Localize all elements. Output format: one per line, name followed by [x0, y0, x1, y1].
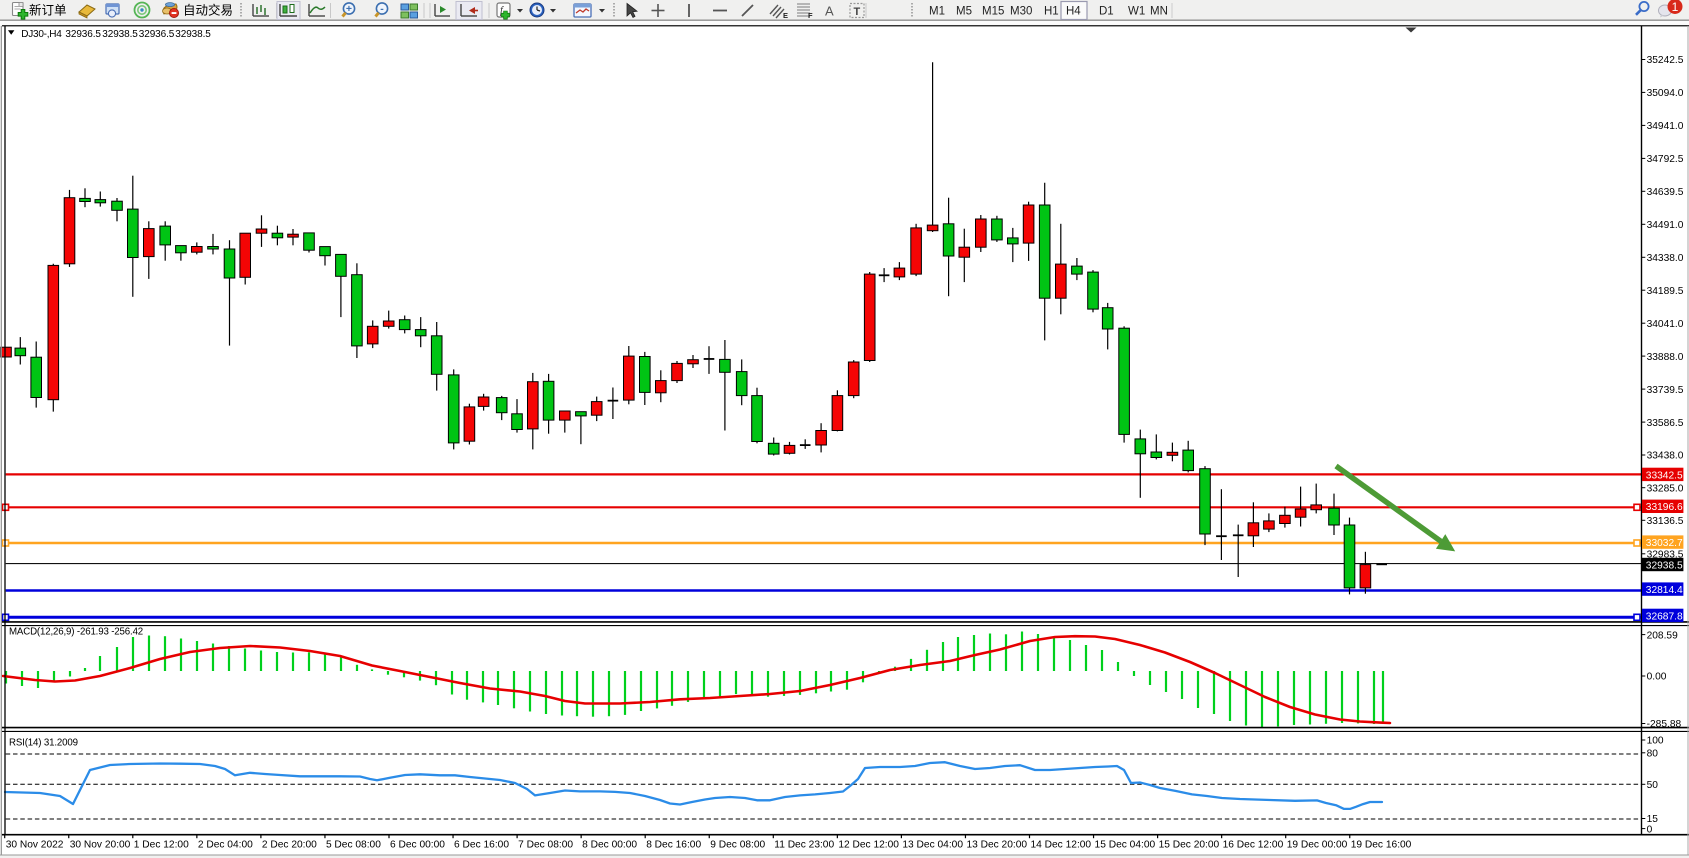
svg-text:19 Dec 16:00: 19 Dec 16:00 [1351, 840, 1412, 851]
svg-text:32983.5: 32983.5 [1647, 550, 1684, 561]
svg-text:13 Dec 20:00: 13 Dec 20:00 [966, 840, 1027, 851]
svg-text:50: 50 [1647, 780, 1659, 791]
svg-text:32938.5: 32938.5 [1646, 560, 1683, 571]
svg-text:7 Dec 08:00: 7 Dec 08:00 [518, 840, 573, 851]
svg-text:208.59: 208.59 [1647, 630, 1678, 641]
svg-text:33586.5: 33586.5 [1647, 418, 1684, 429]
svg-text:16 Dec 12:00: 16 Dec 12:00 [1223, 840, 1284, 851]
svg-text:33888.0: 33888.0 [1647, 352, 1684, 363]
svg-text:19 Dec 00:00: 19 Dec 00:00 [1287, 840, 1348, 851]
svg-text:M15: M15 [982, 6, 1004, 18]
svg-text:6 Dec 00:00: 6 Dec 00:00 [390, 840, 445, 851]
svg-text:D1: D1 [1099, 6, 1114, 18]
svg-text:-: - [380, 3, 384, 15]
svg-text:M1: M1 [929, 6, 945, 18]
svg-text:30 Nov 2022: 30 Nov 2022 [6, 840, 64, 851]
svg-text:33342.5: 33342.5 [1646, 470, 1683, 481]
svg-text:32936.5: 32936.5 [65, 29, 101, 40]
svg-text:15 Dec 04:00: 15 Dec 04:00 [1095, 840, 1156, 851]
svg-text:2 Dec 20:00: 2 Dec 20:00 [262, 840, 317, 851]
svg-text:14 Dec 12:00: 14 Dec 12:00 [1031, 840, 1092, 851]
svg-text:MN: MN [1150, 6, 1168, 18]
svg-text:80: 80 [1647, 749, 1659, 760]
svg-text:32938.5: 32938.5 [102, 29, 138, 40]
svg-text:M30: M30 [1010, 6, 1032, 18]
svg-text:34639.5: 34639.5 [1647, 187, 1684, 198]
svg-text:1 Dec 12:00: 1 Dec 12:00 [134, 840, 189, 851]
svg-text:13 Dec 04:00: 13 Dec 04:00 [902, 840, 963, 851]
svg-text:30 Nov 20:00: 30 Nov 20:00 [70, 840, 131, 851]
svg-text:0: 0 [1647, 824, 1653, 835]
svg-text:34338.0: 34338.0 [1647, 253, 1684, 264]
svg-text:34941.0: 34941.0 [1647, 121, 1684, 132]
svg-text:DJ30-,H4: DJ30-,H4 [21, 29, 62, 40]
svg-text:A: A [825, 4, 834, 19]
svg-text:2 Dec 04:00: 2 Dec 04:00 [198, 840, 253, 851]
svg-text:33196.6: 33196.6 [1646, 502, 1683, 513]
svg-text:15: 15 [1647, 814, 1659, 825]
svg-text:33285.0: 33285.0 [1647, 483, 1684, 494]
svg-text:15 Dec 20:00: 15 Dec 20:00 [1159, 840, 1220, 851]
svg-text:T: T [854, 6, 861, 18]
svg-text:32814.4: 32814.4 [1646, 585, 1683, 596]
svg-text:35242.5: 35242.5 [1647, 55, 1684, 66]
svg-text:35094.0: 35094.0 [1647, 88, 1684, 99]
svg-text:34189.5: 34189.5 [1647, 286, 1684, 297]
svg-text:F: F [808, 11, 813, 20]
svg-text:33032.7: 33032.7 [1646, 538, 1683, 549]
svg-text:新订单: 新订单 [29, 3, 67, 18]
svg-text:MACD(12,26,9) -261.93 -256.42: MACD(12,26,9) -261.93 -256.42 [9, 627, 143, 638]
svg-text:E: E [783, 11, 788, 20]
svg-text:RSI(14) 31.2009: RSI(14) 31.2009 [9, 737, 78, 748]
svg-text:8 Dec 16:00: 8 Dec 16:00 [646, 840, 701, 851]
svg-text:34041.0: 34041.0 [1647, 319, 1684, 330]
svg-text:1: 1 [1672, 0, 1679, 14]
svg-text:6 Dec 16:00: 6 Dec 16:00 [454, 840, 509, 851]
svg-text:0.00: 0.00 [1647, 672, 1667, 683]
svg-text:9 Dec 08:00: 9 Dec 08:00 [710, 840, 765, 851]
svg-text:5 Dec 08:00: 5 Dec 08:00 [326, 840, 381, 851]
svg-text:H4: H4 [1066, 6, 1081, 18]
svg-text:32936.5: 32936.5 [139, 29, 175, 40]
svg-text:32938.5: 32938.5 [175, 29, 211, 40]
svg-text:自动交易: 自动交易 [183, 3, 233, 18]
svg-text:100: 100 [1647, 736, 1664, 747]
svg-text:M5: M5 [956, 6, 972, 18]
svg-text:8 Dec 00:00: 8 Dec 00:00 [582, 840, 637, 851]
svg-text:33739.5: 33739.5 [1647, 385, 1684, 396]
svg-text:-285.88: -285.88 [1647, 719, 1682, 730]
svg-text:12 Dec 12:00: 12 Dec 12:00 [838, 840, 899, 851]
svg-text:33136.5: 33136.5 [1647, 516, 1684, 527]
svg-text:+: + [346, 3, 352, 15]
svg-text:34491.0: 34491.0 [1647, 220, 1684, 231]
svg-text:33438.0: 33438.0 [1647, 451, 1684, 462]
svg-text:H1: H1 [1044, 6, 1059, 18]
svg-text:32687.8: 32687.8 [1646, 611, 1683, 622]
svg-text:34792.5: 34792.5 [1647, 154, 1684, 165]
svg-text:W1: W1 [1128, 6, 1145, 18]
svg-text:f: f [500, 6, 504, 17]
svg-text:11 Dec 23:00: 11 Dec 23:00 [774, 840, 834, 851]
